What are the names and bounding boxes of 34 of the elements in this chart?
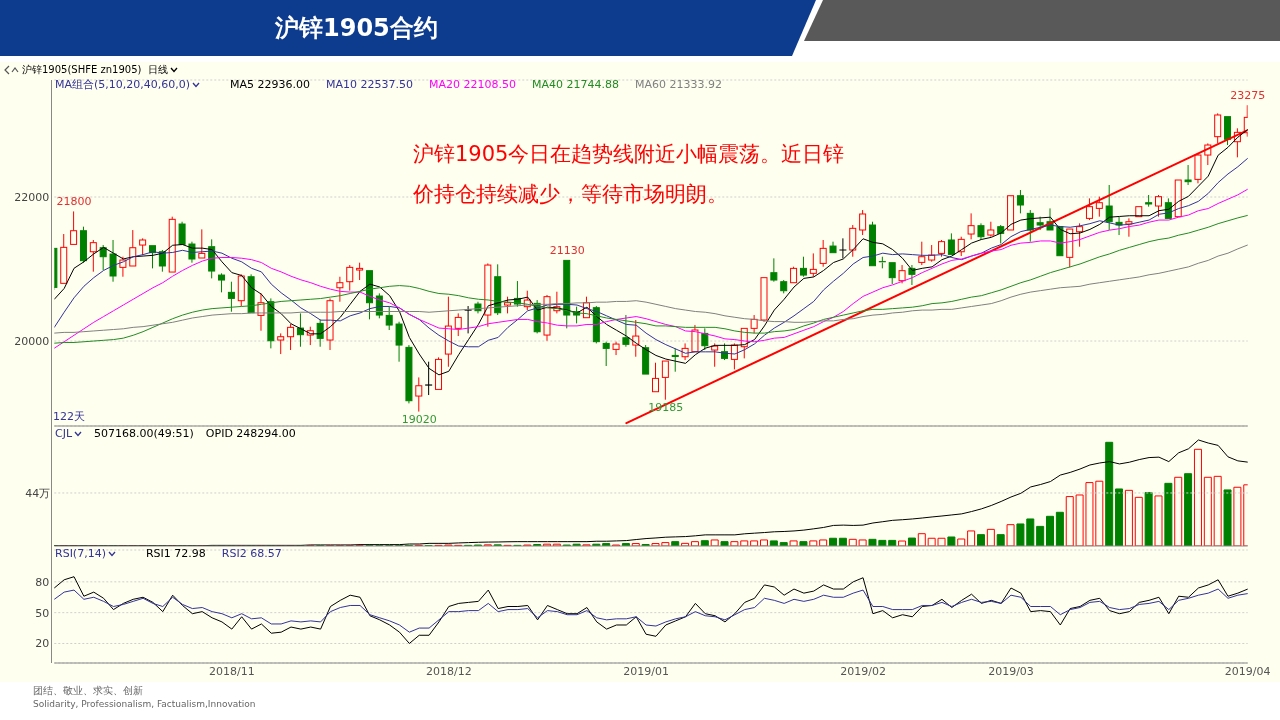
- x-tick-label: 2018/12: [425, 664, 472, 678]
- annotation: 沪锌1905今日在趋势线附近小幅震荡。近日锌价持仓持续减少，等待市场明朗。: [413, 141, 846, 208]
- text: Solidarity, Professionalism, Factualism,Innovation: [33, 699, 256, 710]
- annotation: CJL: [55, 427, 73, 440]
- y-tick-label: 22000: [14, 190, 50, 204]
- y-tick-label: 20: [35, 637, 50, 651]
- y-tick-label: 20000: [14, 334, 50, 348]
- text: MA40 21744.88: [532, 78, 620, 91]
- x-tick-label: 2019/01: [623, 664, 669, 678]
- chart-title: 沪锌1905合约: [275, 13, 438, 43]
- text: RSI1 72.98: [145, 547, 206, 560]
- legend-title: RSI(7,14): [55, 547, 106, 560]
- annotation: OPID 248294.00: [205, 427, 296, 440]
- legend-title: MA组合(5,10,20,40,60,0): [55, 78, 191, 91]
- y-tick-label: 50: [35, 606, 50, 620]
- text: RSI2 68.57: [221, 547, 282, 560]
- x-tick-label: 2018/11: [208, 664, 255, 678]
- chart-subtitle: 沪锌1905(SHFE zn1905) 日线: [22, 64, 168, 76]
- text: MA60 21333.92: [635, 78, 723, 91]
- annotation: 21800: [56, 195, 92, 209]
- annotation: 19020: [401, 412, 437, 426]
- text: MA20 22108.50: [429, 78, 517, 91]
- x-tick-label: 2019/02: [840, 664, 886, 678]
- text: 团结、敬业、求实、创新: [33, 685, 143, 697]
- annotation: 21130: [549, 243, 585, 257]
- text: MA10 22537.50: [326, 78, 414, 91]
- annotation: 122天: [53, 410, 85, 423]
- text: MA5 22936.00: [230, 78, 311, 91]
- x-tick-label: 2019/04: [1224, 664, 1271, 678]
- annotation: 23275: [1230, 89, 1266, 103]
- ref-line-label: 44万: [25, 486, 51, 500]
- x-tick-label: 2019/03: [988, 664, 1034, 678]
- y-tick-label: 80: [35, 575, 50, 589]
- annotation: 507168.00(49:51): [94, 427, 194, 440]
